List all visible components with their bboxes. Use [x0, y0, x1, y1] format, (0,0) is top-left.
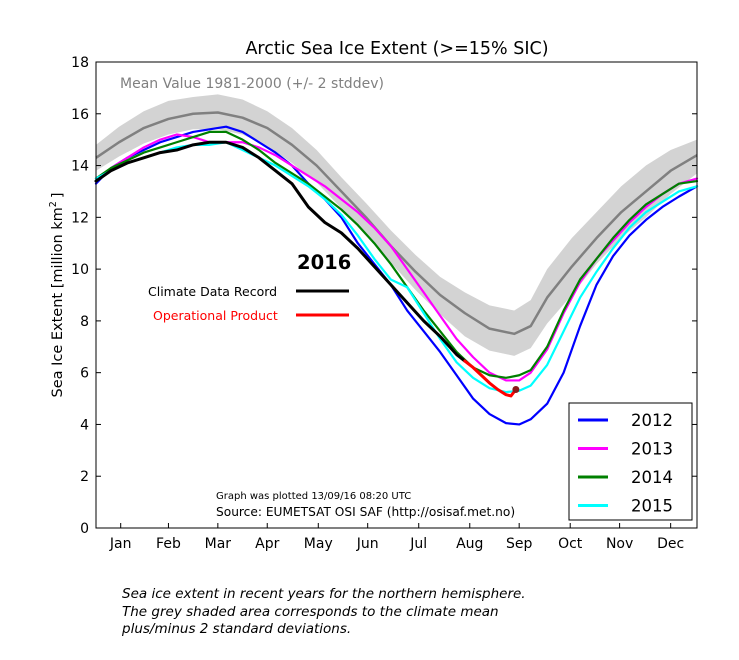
chart-title: Arctic Sea Ice Extent (>=15% SIC) [245, 39, 548, 59]
legend-box [568, 402, 693, 521]
y-axis-label-end: ] [50, 192, 66, 198]
y-tick-label: 16 [71, 107, 89, 123]
caption-line: The grey shaded area corresponds to the … [122, 603, 499, 620]
x-tick-label: Oct [558, 536, 583, 552]
y-tick-label: 12 [71, 210, 89, 226]
y-tick-label: 14 [71, 159, 89, 175]
y-tick-label: 6 [80, 366, 89, 382]
plot-frame [95, 61, 698, 529]
caption-line: Sea ice extent in recent years for the n… [122, 586, 526, 602]
x-tick-label: Jun [356, 536, 379, 552]
x-tick-label: Mar [205, 536, 232, 552]
legend-label-2012: 2012 [631, 411, 673, 430]
mean-band-label: Mean Value 1981-2000 (+/- 2 stddev) [120, 76, 384, 92]
y-tick-label: 2 [80, 469, 89, 485]
x-tick-label: Aug [456, 536, 483, 552]
x-tick-label: Sep [506, 536, 533, 552]
plotted-annotation: Graph was plotted 13/09/16 08:20 UTC [216, 491, 411, 502]
y-tick-label: 18 [71, 55, 89, 71]
x-tick-label: Feb [156, 536, 181, 552]
legend-label-2013: 2013 [631, 440, 673, 459]
y-tick-label: 10 [71, 262, 89, 278]
latest-value-marker [512, 385, 520, 393]
inset-legend-cdr-label: Climate Data Record [148, 284, 277, 299]
y-tick-label: 8 [80, 314, 89, 330]
x-tick-label: Jan [109, 536, 132, 552]
series-line-climate-data-record [94, 140, 467, 363]
figure-caption: Sea ice extent in recent years for the n… [122, 586, 722, 639]
series-line-2014 [94, 130, 699, 379]
x-tick-label: May [304, 536, 333, 552]
x-tick-label: Apr [255, 536, 279, 552]
inset-legend-2016: 2016 Climate Data Record Operational Pro… [148, 251, 351, 323]
caption-line: plus/minus 2 standard deviations. [122, 621, 352, 637]
y-tick-label: 0 [80, 521, 89, 537]
x-tick-label: Jul [409, 536, 427, 552]
source-annotation: Source: EUMETSAT OSI SAF (http://osisaf.… [216, 505, 515, 519]
series-line-2012 [94, 125, 699, 426]
mean-band-area [96, 94, 697, 356]
y-axis-label: Sea Ice Extent [million km2] [48, 192, 66, 397]
mean-line [95, 111, 698, 336]
x-tick-label: Dec [657, 536, 684, 552]
legend: 2012 2013 2014 2015 [568, 402, 693, 521]
legend-label-2015: 2015 [631, 497, 673, 516]
y-axis-label-superscript: 2 [48, 201, 59, 207]
series-line-operational-product [463, 359, 518, 398]
chart-container: Arctic Sea Ice Extent (>=15% SIC) 0 2 4 6 8 1… [48, 39, 699, 552]
x-tick-label: Nov [606, 536, 633, 552]
inset-legend-year: 2016 [297, 251, 351, 274]
y-tick-label: 4 [80, 417, 89, 433]
sea-ice-chart: Arctic Sea Ice Extent (>=15% SIC) 0 2 4 6 8 1… [48, 39, 699, 552]
inset-legend-op-label: Operational Product [153, 308, 278, 323]
legend-label-2014: 2014 [631, 468, 673, 487]
